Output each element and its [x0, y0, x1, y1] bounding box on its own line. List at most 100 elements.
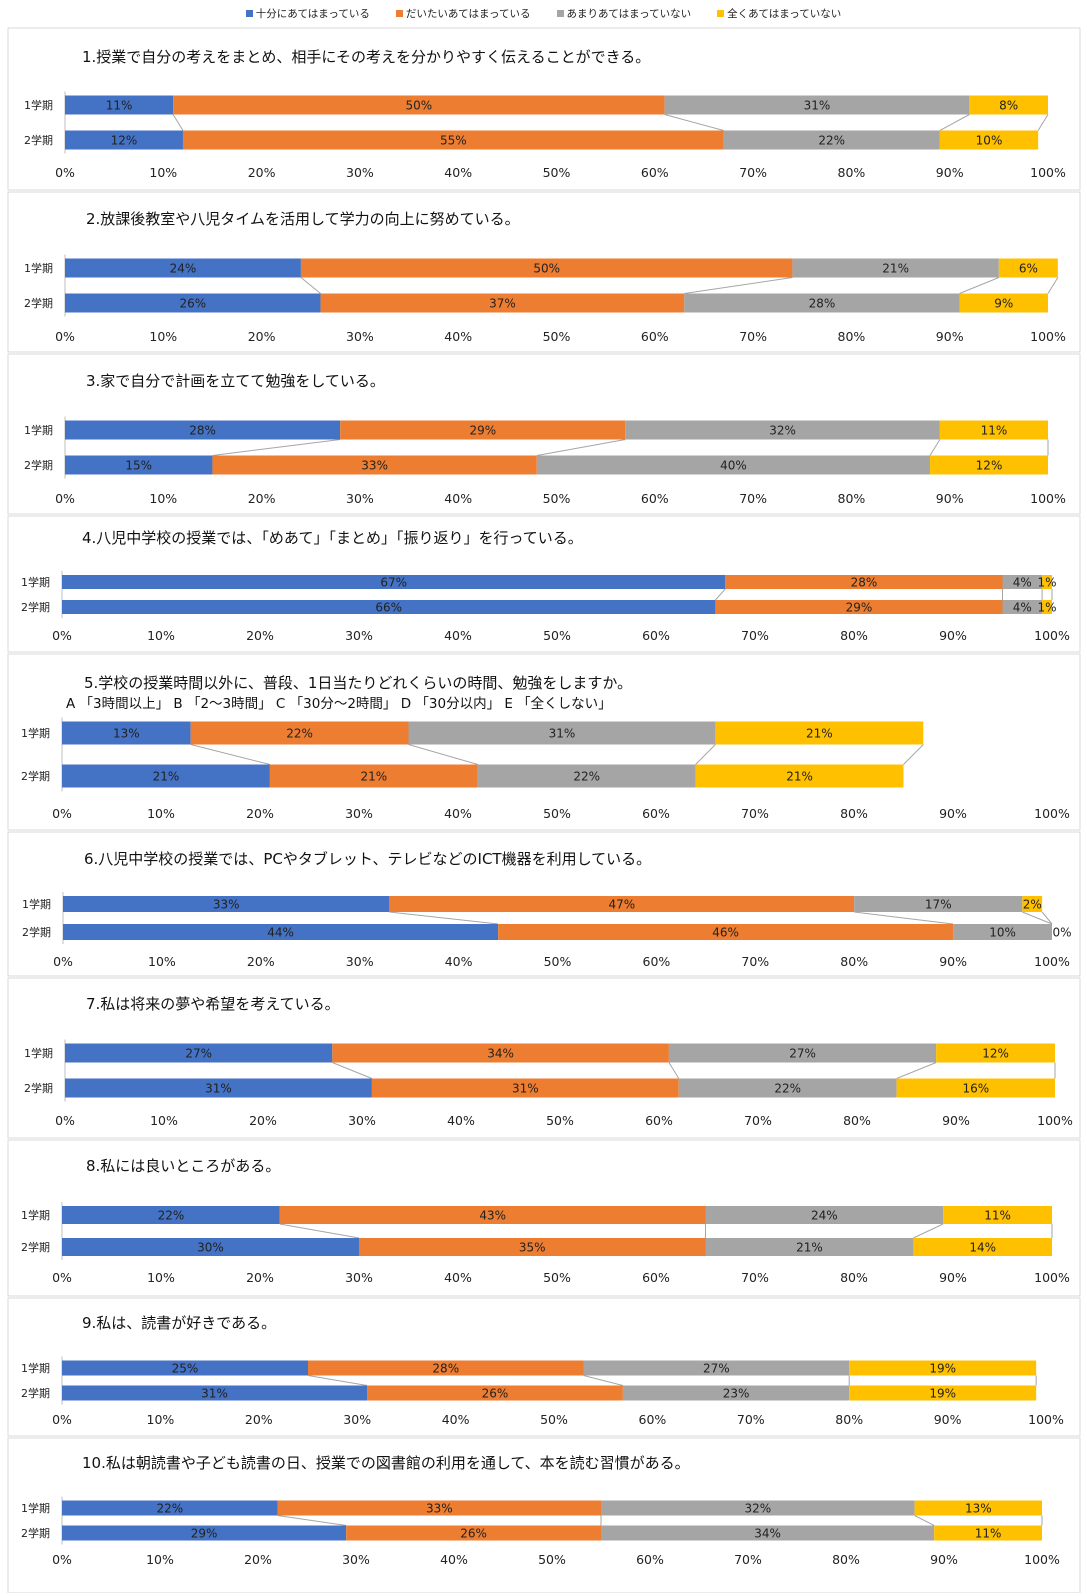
x-tick-label: 80%	[843, 1113, 871, 1128]
chart-title: 4.八児中学校の授業では、「めあて」「まとめ」「振り返り」を行っている。	[82, 529, 583, 547]
chart-legend: 十分にあてはまっている だいたいあてはまっている あまりあてはまっていない 全くあては…	[0, 4, 1087, 22]
row-label: 2学期	[22, 925, 51, 939]
x-tick-label: 20%	[245, 1412, 273, 1427]
series-connector	[939, 114, 970, 131]
data-label: 13%	[965, 1502, 992, 1516]
bar-segment	[715, 721, 924, 745]
data-label: 28%	[809, 297, 836, 311]
x-tick-label: 30%	[345, 1270, 373, 1285]
data-label: 32%	[744, 1502, 771, 1516]
x-tick-label: 10%	[146, 1552, 174, 1567]
x-tick-label: 60%	[639, 1412, 667, 1427]
series-connector	[695, 744, 716, 765]
series-connector	[190, 744, 271, 765]
data-label: 47%	[608, 898, 635, 912]
x-tick-label: 50%	[546, 1113, 574, 1128]
bar-segment	[622, 1385, 850, 1401]
x-tick-label: 30%	[342, 1552, 370, 1567]
bar-segment	[914, 1500, 1042, 1516]
x-tick-label: 90%	[942, 1113, 970, 1128]
x-tick-label: 0%	[52, 628, 72, 643]
bar-segment	[601, 1500, 915, 1516]
bar-segment	[65, 293, 321, 313]
data-label: 22%	[818, 134, 845, 148]
chart-q4: 4.八児中学校の授業では、「めあて」「まとめ」「振り返り」を行っている。 1学期 6…	[7, 515, 1081, 653]
data-label: 26%	[179, 297, 206, 311]
data-label: 11%	[106, 99, 133, 113]
data-label: 21%	[806, 727, 833, 741]
data-label: 10%	[976, 134, 1003, 148]
data-label: 11%	[981, 424, 1008, 438]
data-label: 24%	[811, 1209, 838, 1223]
legend-label: あまりあてはまっていない	[566, 7, 692, 20]
row-label: 2学期	[21, 600, 50, 614]
x-tick-label: 30%	[348, 1113, 376, 1128]
data-label: 26%	[460, 1527, 487, 1541]
bar-segment	[684, 293, 960, 313]
data-label: 1%	[1038, 576, 1057, 590]
x-tick-label: 60%	[642, 806, 670, 821]
data-label: 66%	[375, 601, 402, 615]
data-label: 4%	[1013, 601, 1032, 615]
data-label: 50%	[533, 262, 560, 276]
x-tick-label: 40%	[444, 806, 472, 821]
x-tick-label: 90%	[939, 1270, 967, 1285]
bar-segment	[854, 896, 1023, 912]
bar-segment	[998, 258, 1058, 278]
row-label: 2学期	[21, 1386, 50, 1400]
data-label: 34%	[754, 1527, 781, 1541]
x-tick-label: 100%	[1034, 806, 1070, 821]
bar-segment	[340, 420, 626, 440]
chart-q3: 3.家で自分で計画を立てて勉強をしている。 1学期 28% 29% 32% 11% 2学期 1…	[7, 353, 1081, 515]
bar-segment	[625, 420, 940, 440]
bar-segment	[959, 293, 1048, 313]
x-tick-label: 50%	[538, 1552, 566, 1567]
series-connector	[684, 277, 793, 294]
bar-segment	[939, 420, 1048, 440]
x-tick-label: 70%	[737, 1412, 765, 1427]
bar-segment	[173, 95, 665, 115]
data-label: 37%	[489, 297, 516, 311]
series-connector	[172, 114, 184, 131]
bar-segment	[62, 1238, 359, 1256]
x-tick-label: 70%	[744, 1113, 772, 1128]
bar-segment	[62, 1525, 347, 1541]
bar-segment	[943, 1206, 1052, 1224]
row-label: 2学期	[21, 1526, 50, 1540]
x-tick-label: 30%	[345, 806, 373, 821]
x-tick-label: 80%	[838, 491, 866, 506]
bar-segment	[849, 1385, 1037, 1401]
x-tick-label: 10%	[147, 1412, 175, 1427]
data-label: 2%	[1023, 898, 1042, 912]
x-tick-label: 10%	[150, 1113, 178, 1128]
x-tick-label: 70%	[739, 329, 767, 344]
series-connector	[1022, 911, 1053, 925]
x-tick-label: 80%	[840, 628, 868, 643]
bar-segment	[705, 1206, 944, 1224]
bar-segment	[583, 1360, 850, 1376]
bar-segment	[332, 1043, 669, 1063]
bar-segment	[477, 764, 696, 788]
bar-segment	[498, 924, 954, 940]
x-tick-label: 100%	[1030, 165, 1066, 180]
x-tick-label: 30%	[346, 491, 374, 506]
x-tick-label: 80%	[840, 806, 868, 821]
bar-segment	[668, 1043, 937, 1063]
bar-segment	[62, 1385, 368, 1401]
bar-segment	[359, 1238, 706, 1256]
data-label: 4%	[1013, 576, 1032, 590]
x-tick-label: 80%	[838, 329, 866, 344]
bar-segment	[62, 1500, 278, 1516]
series-connector	[389, 911, 499, 925]
bar-segment	[300, 258, 793, 278]
x-tick-label: 10%	[147, 806, 175, 821]
legend-swatch	[245, 9, 253, 17]
bar-segment	[939, 130, 1039, 150]
series-connector	[903, 744, 924, 765]
bar-segment	[212, 455, 537, 475]
data-label: 23%	[723, 1387, 750, 1401]
row-label: 2学期	[24, 1081, 53, 1095]
x-tick-label: 10%	[149, 165, 177, 180]
data-label: 16%	[962, 1082, 989, 1096]
